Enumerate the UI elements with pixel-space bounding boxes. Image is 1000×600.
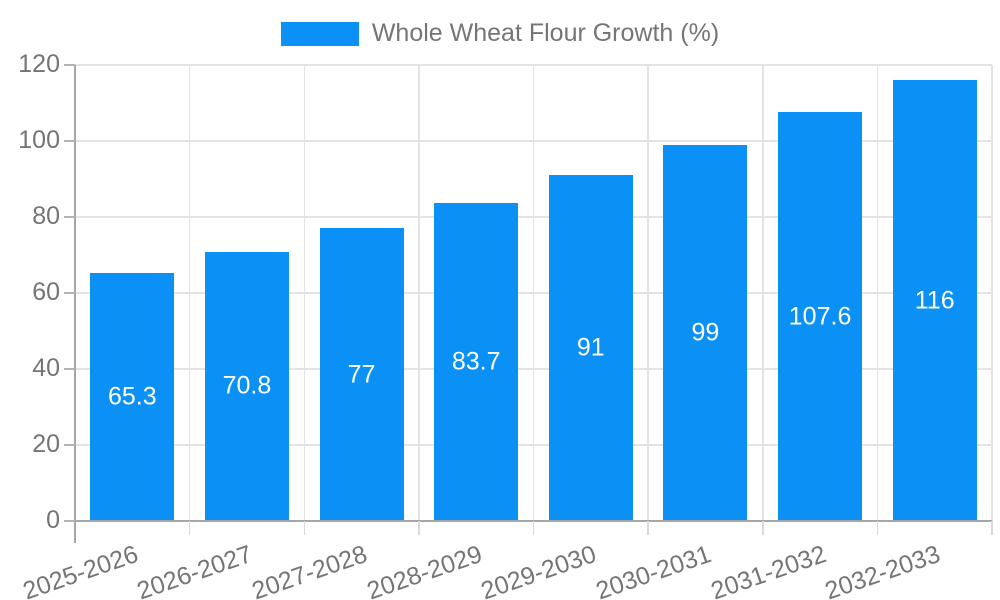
- x-axis-tick: [532, 521, 535, 535]
- y-axis-tick: [64, 64, 75, 66]
- x-axis-tick: [418, 521, 420, 535]
- y-axis-tick: [64, 520, 75, 522]
- gridline-v: [303, 65, 305, 521]
- bar[interactable]: 91: [548, 175, 633, 521]
- bar-value-label: 77: [347, 360, 376, 389]
- x-axis-tick: [762, 521, 764, 535]
- gridline-v: [188, 65, 191, 521]
- x-tick-label: 2029-2030: [477, 540, 600, 600]
- y-tick-label: 120: [18, 49, 60, 78]
- y-axis-tick: [64, 444, 75, 446]
- y-axis-tick: [64, 216, 75, 218]
- y-tick-label: 80: [32, 201, 60, 230]
- y-axis-tick: [64, 368, 75, 370]
- bar[interactable]: 107.6: [778, 112, 863, 521]
- bar-value-label: 65.3: [107, 382, 157, 411]
- bar-value-label: 83.7: [451, 347, 501, 376]
- bar[interactable]: 116: [892, 80, 977, 521]
- y-tick-label: 100: [18, 125, 60, 154]
- y-axis-tick: [64, 292, 75, 294]
- x-axis-tick: [647, 521, 649, 535]
- x-axis-tick: [876, 521, 879, 535]
- legend: Whole Wheat Flour Growth (%): [0, 19, 1000, 48]
- x-tick-label: 2032-2033: [821, 540, 944, 600]
- y-axis-tick: [64, 140, 75, 142]
- x-tick-label: 2026-2027: [133, 540, 257, 600]
- gridline-v: [991, 65, 993, 521]
- x-tick-label: 2028-2029: [363, 540, 486, 600]
- plot-area: 65.3 70.8 77 83.7 91 99 107.6 116: [75, 64, 993, 521]
- bar[interactable]: 83.7: [434, 202, 519, 521]
- y-tick-label: 20: [32, 429, 60, 458]
- gridline-v: [418, 65, 420, 521]
- bar[interactable]: 70.8: [204, 251, 289, 521]
- legend-swatch: [280, 21, 359, 46]
- bar-value-label: 70.8: [222, 371, 272, 400]
- bar-value-label: 99: [691, 318, 720, 347]
- bar-value-label: 107.6: [788, 302, 852, 331]
- gridline-v: [647, 65, 649, 521]
- y-tick-label: 60: [32, 277, 60, 306]
- y-tick-label: 40: [32, 353, 60, 382]
- x-axis-tick: [991, 521, 993, 535]
- bar[interactable]: 65.3: [90, 272, 175, 521]
- legend-item[interactable]: Whole Wheat Flour Growth (%): [280, 19, 720, 48]
- bar[interactable]: 77: [319, 228, 404, 521]
- y-tick-label: 0: [46, 505, 60, 534]
- gridline-v: [532, 65, 535, 521]
- x-axis-tick: [188, 521, 191, 535]
- x-tick-label: 2031-2032: [707, 540, 830, 600]
- x-tick-label: 2027-2028: [248, 540, 371, 600]
- legend-label: Whole Wheat Flour Growth (%): [371, 19, 720, 47]
- x-tick-label: 2030-2031: [592, 540, 715, 600]
- bar-value-label: 91: [576, 333, 605, 362]
- bar[interactable]: 99: [663, 144, 748, 521]
- x-tick-label: 2025-2026: [19, 540, 142, 600]
- gridline-v: [762, 65, 764, 521]
- x-axis-tick: [303, 521, 305, 535]
- y-axis-line: [73, 65, 76, 543]
- gridline-v: [876, 65, 879, 521]
- bar-value-label: 116: [914, 286, 955, 315]
